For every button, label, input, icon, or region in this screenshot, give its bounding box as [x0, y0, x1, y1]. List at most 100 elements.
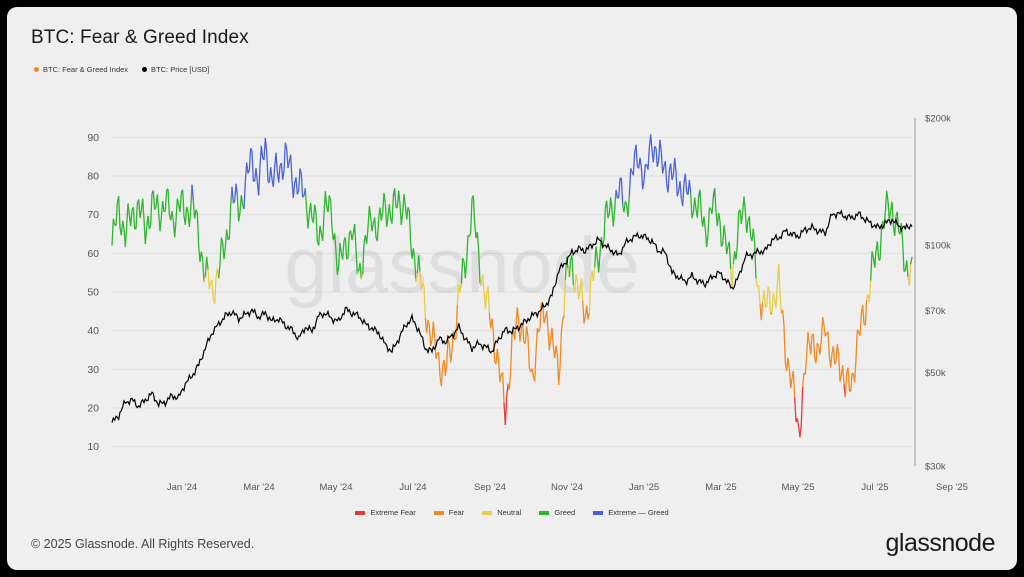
fng-segment — [351, 233, 354, 241]
fng-segment — [804, 354, 808, 375]
fng-segment — [595, 246, 598, 259]
legend-item-fng[interactable]: BTC: Fear & Greed Index — [34, 65, 128, 74]
y-right-tick-label: $200k — [925, 114, 951, 125]
fng-segment — [298, 168, 301, 191]
fng-segment — [327, 195, 330, 213]
fng-segment — [367, 205, 370, 228]
fng-segment — [499, 374, 502, 382]
fng-segment — [232, 200, 236, 204]
fng-segment — [522, 323, 525, 344]
fng-segment — [482, 274, 485, 291]
brand-logo[interactable]: glassnode — [885, 529, 996, 557]
fng-segment — [139, 210, 142, 219]
fng-segment — [356, 270, 360, 275]
fng-segment — [384, 203, 388, 227]
x-tick-label: Sep '25 — [936, 482, 968, 493]
fng-segment — [832, 346, 836, 365]
y-tick-label: 70 — [87, 209, 99, 221]
fng-segment — [496, 348, 500, 362]
fng-segment — [650, 134, 653, 150]
fng-segment — [775, 284, 778, 308]
fng-segment — [740, 211, 744, 224]
fng-segment — [398, 190, 401, 205]
fng-segment — [354, 223, 357, 249]
fng-segment — [766, 286, 769, 308]
fng-segment — [135, 203, 138, 230]
fng-segment — [656, 159, 660, 167]
fng-segment — [679, 181, 682, 199]
fng-segment — [435, 353, 438, 359]
fng-segment — [464, 261, 468, 279]
fng-segment — [603, 208, 606, 241]
fng-segment — [171, 210, 174, 221]
fng-segment — [419, 271, 422, 291]
fng-segment — [799, 423, 802, 438]
fng-segment — [130, 209, 133, 227]
fng-segment — [684, 173, 688, 193]
fng-segment — [408, 211, 412, 244]
y-right-tick-label: $50k — [925, 368, 946, 379]
y-tick-label: 20 — [87, 403, 99, 415]
fng-segment — [551, 327, 554, 347]
fng-segment — [455, 304, 458, 339]
fng-segment — [802, 372, 805, 387]
fng-segment — [724, 235, 728, 255]
fng-segment — [836, 344, 840, 355]
x-tick-label: Mar '25 — [705, 482, 736, 493]
legend-item-fear[interactable]: Fear — [433, 508, 464, 517]
fng-segment — [491, 318, 494, 332]
fng-segment — [676, 190, 680, 197]
fng-segment — [235, 183, 238, 196]
legend-item-price[interactable]: BTC: Price [USD] — [142, 65, 209, 74]
fng-segment — [900, 222, 904, 242]
fng-segment — [208, 281, 212, 290]
legend-item-greed[interactable]: Greed — [539, 508, 575, 517]
fng-segment — [380, 212, 384, 221]
fng-segment — [870, 251, 873, 281]
legend-label-price: BTC: Price [USD] — [151, 65, 210, 74]
fng-segment — [688, 180, 692, 193]
fng-segment — [127, 203, 130, 215]
copyright: © 2025 Glassnode. All Rights Reserved. — [31, 537, 255, 551]
fng-segment — [752, 228, 756, 244]
fng-segment — [667, 170, 670, 193]
legend-item-neutral[interactable]: Neutral — [482, 508, 521, 517]
fng-segment — [728, 241, 732, 270]
legend-item-extreme-greed[interactable]: Extreme — Greed — [593, 508, 669, 517]
fng-segment — [300, 173, 304, 198]
fng-segment — [639, 157, 642, 168]
legend-item-extreme-fear[interactable]: Extreme Fear — [355, 508, 416, 517]
fng-segment — [879, 231, 882, 261]
fng-segment — [871, 251, 874, 258]
fng-segment — [219, 237, 222, 265]
fng-segment — [558, 368, 561, 385]
fng-segment — [472, 195, 476, 224]
fng-segment — [355, 248, 358, 275]
fng-segment — [422, 282, 425, 286]
fng-segment — [115, 202, 118, 226]
fng-segment — [478, 250, 481, 284]
fng-segment — [248, 148, 252, 171]
fng-segment — [307, 212, 310, 229]
fng-segment — [580, 278, 584, 301]
fng-segment — [211, 280, 214, 300]
fng-segment — [624, 200, 628, 206]
fng-segment — [246, 162, 249, 174]
fng-segment — [614, 189, 617, 210]
fng-segment — [838, 354, 841, 382]
fng-segment — [623, 200, 626, 213]
fng-segment — [220, 237, 224, 243]
fng-segment — [571, 255, 574, 286]
fng-segment — [470, 198, 473, 233]
fng-segment — [339, 242, 342, 254]
fng-segment — [192, 200, 196, 219]
price-line — [111, 209, 913, 423]
y-axis-right: $30k $50k $70k $100k $200k — [925, 114, 951, 473]
fng-segment — [779, 291, 782, 313]
fng-segment — [371, 222, 374, 232]
fng-segment — [202, 259, 205, 283]
x-tick-label: Jan '25 — [629, 482, 659, 493]
fng-segment — [703, 216, 706, 229]
fng-segment — [167, 188, 170, 215]
fng-segment — [664, 161, 668, 184]
